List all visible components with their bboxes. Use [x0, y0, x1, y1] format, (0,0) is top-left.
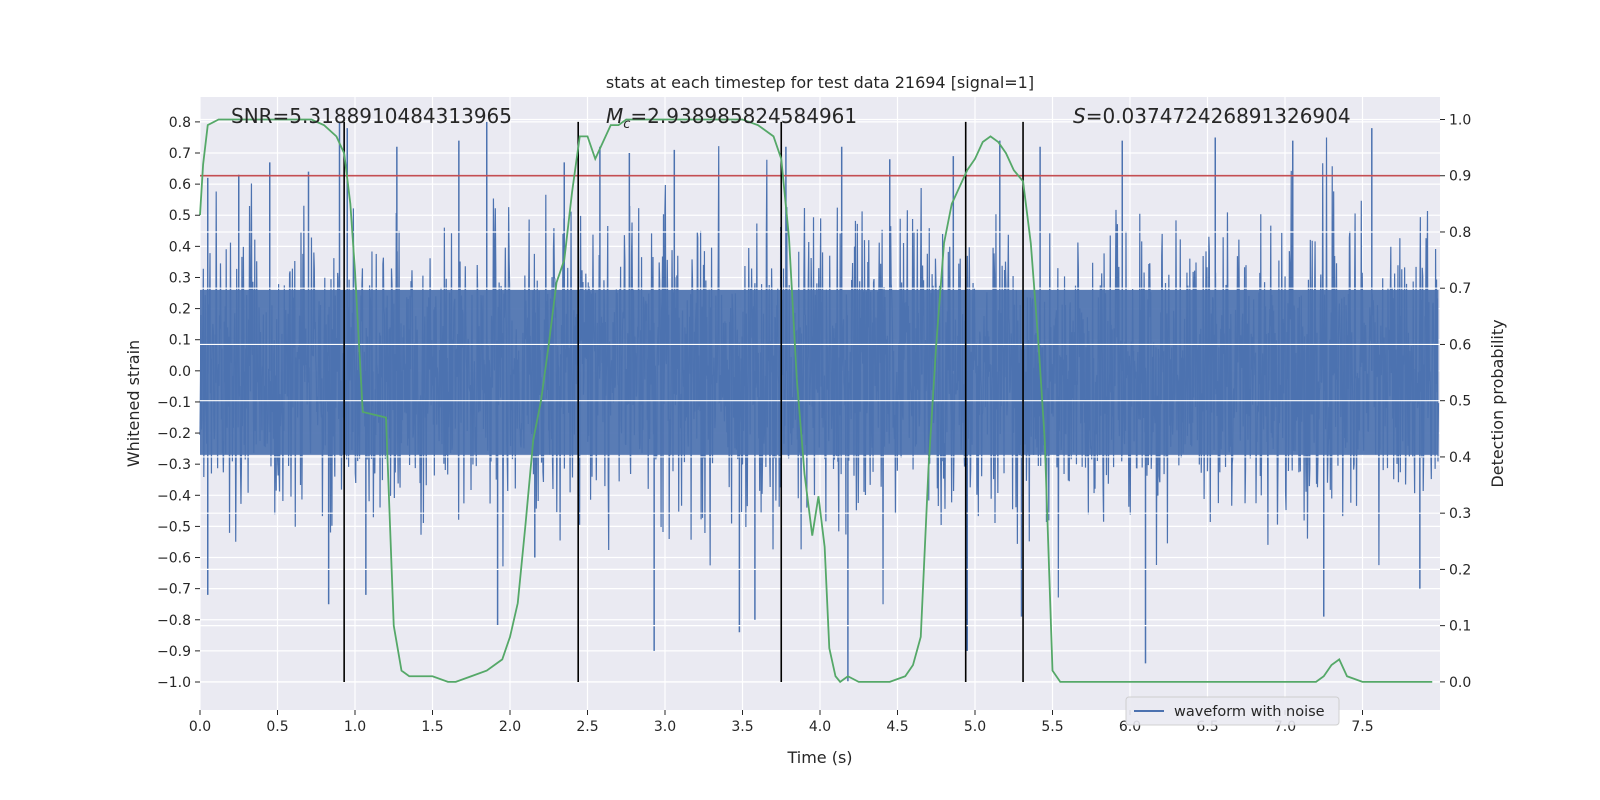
y-tick-label: 0.2: [169, 302, 191, 318]
y2-tick-label: 1.0: [1449, 112, 1471, 128]
y2-axis-label: Detection probability: [1488, 319, 1507, 487]
x-tick-label: 5.0: [964, 719, 986, 735]
y-tick-label: −0.8: [157, 613, 191, 629]
y2-tick-label: 0.1: [1449, 619, 1471, 635]
threshold-layer: [200, 118, 1440, 683]
detection-probability-line: [199, 118, 1433, 684]
legend: waveform with noise: [1125, 696, 1340, 726]
s-annotation: S=0.037472426891326904: [1073, 104, 1351, 128]
chirp-mass-subscript: c: [623, 117, 630, 132]
x-tick-label: 2.0: [499, 719, 521, 735]
vertical-markers: [343, 121, 1024, 682]
y-tick-label: 0.5: [169, 208, 191, 224]
chart-title: stats at each timestep for test data 216…: [606, 73, 1034, 92]
y2-tick-label: 0.4: [1449, 450, 1471, 466]
y2-tick-label: 0.3: [1449, 506, 1471, 522]
y-tick-label: −0.3: [157, 457, 191, 473]
x-tick-label: 4.5: [886, 719, 908, 735]
waveform-core: [200, 289, 1439, 455]
y-tick-label: −0.6: [157, 551, 191, 567]
x-tick-label: 0.5: [266, 719, 288, 735]
x-tick-label: 1.0: [344, 719, 366, 735]
y2-tick-label: 0.0: [1449, 675, 1471, 691]
y-tick-label: −0.1: [157, 395, 191, 411]
probability-series: [199, 118, 1433, 684]
y2-tick-label: 0.9: [1449, 169, 1471, 185]
y-tick-label: 0.6: [169, 177, 191, 193]
legend-box: [1125, 696, 1340, 726]
y2-tick-label: 0.6: [1449, 337, 1471, 353]
x-tick-label: 1.5: [421, 719, 443, 735]
y-tick-label: −0.2: [157, 426, 191, 442]
y2-tick-label: 0.2: [1449, 562, 1471, 578]
snr-annotation: SNR=5.3188910484313965: [231, 104, 512, 128]
x-tick-label: 5.5: [1041, 719, 1063, 735]
y-tick-label: 0.7: [169, 146, 191, 162]
y2-tick-label: 0.5: [1449, 394, 1471, 410]
x-tick-label: 4.0: [809, 719, 831, 735]
y-tick-label: −1.0: [157, 675, 191, 691]
s-symbol: S: [1073, 104, 1086, 128]
y-tick-label: 0.1: [169, 333, 191, 349]
y-tick-label: −0.9: [157, 644, 191, 660]
x-axis-label: Time (s): [786, 748, 852, 767]
y-tick-label: 0.8: [169, 115, 191, 131]
x-tick-label: 2.5: [576, 719, 598, 735]
y-tick-label: 0.3: [169, 270, 191, 286]
y-tick-label: −0.7: [157, 582, 191, 598]
chirp-mass-value: =2.938985824584961: [630, 104, 857, 128]
y-tick-label: −0.5: [157, 519, 191, 535]
chirp-mass-symbol: M: [606, 104, 623, 128]
y2-tick-label: 0.7: [1449, 281, 1471, 297]
y-tick-label: −0.4: [157, 488, 191, 504]
waveform-series: [199, 121, 1440, 682]
x-tick-label: 7.5: [1351, 719, 1373, 735]
x-tick-label: 3.5: [731, 719, 753, 735]
legend-entry-waveform: waveform with noise: [1174, 704, 1325, 720]
x-tick-label: 3.0: [654, 719, 676, 735]
axes: 0.0 0.5 1.0 1.5 2.0 2.5 3.0 3.5 4.0 4.5 5.0 5.5 6.0 6…: [157, 112, 1471, 735]
y-tick-label: 0.4: [169, 239, 191, 255]
y2-tick-label: 0.8: [1449, 225, 1471, 241]
y-tick-label: 0.0: [169, 364, 191, 380]
x-tick-label: 0.0: [189, 719, 211, 735]
y-axis-label: Whitened strain: [124, 340, 143, 467]
chirp-mass-annotation: Mc=2.938985824584961: [606, 104, 857, 132]
s-value: =0.037472426891326904: [1086, 104, 1351, 128]
